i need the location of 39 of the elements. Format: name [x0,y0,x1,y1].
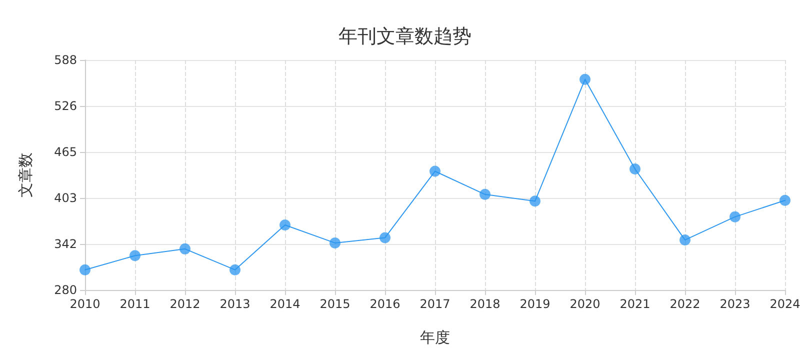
point [180,243,190,254]
point [330,237,340,248]
x-tick-label: 2011 [120,297,150,311]
y-axis-title: 文章数 [16,152,34,198]
point [130,250,140,262]
chart-title: 年刊文章数趋势 [338,26,472,48]
x-tick-label: 2021 [620,297,650,311]
x-tick-label: 2015 [320,297,350,311]
point [480,188,490,200]
x-tick-label: 2018 [470,297,500,311]
point [680,234,690,246]
point [80,264,90,276]
x-tick-label: 2020 [570,297,600,311]
point [230,264,240,276]
x-axis-title: 年度 [420,328,450,346]
x-tick-label: 2024 [770,297,800,311]
y-tick-label: 526 [54,99,77,113]
x-tick-label: 2016 [370,297,400,311]
point [280,220,290,231]
y-tick-label: 342 [54,237,77,251]
y-tick-label: 403 [54,191,77,205]
point [780,194,790,206]
y-tick-label: 465 [54,145,77,159]
x-tick-label: 2014 [270,297,300,311]
point [430,166,440,177]
x-tick-label: 2019 [520,297,550,311]
x-tick-label: 2012 [170,297,200,311]
x-tick-label: 2023 [720,297,750,311]
point [630,164,640,175]
y-tick-label: 588 [54,53,77,67]
y-tick-label: 280 [54,283,77,297]
point [730,211,740,222]
x-tick-label: 2010 [70,297,100,311]
x-tick-label: 2013 [220,297,250,311]
x-tick-label: 2017 [420,297,450,311]
point [380,232,390,244]
point [580,74,590,85]
point [530,196,540,207]
x-tick-label: 2022 [670,297,700,311]
